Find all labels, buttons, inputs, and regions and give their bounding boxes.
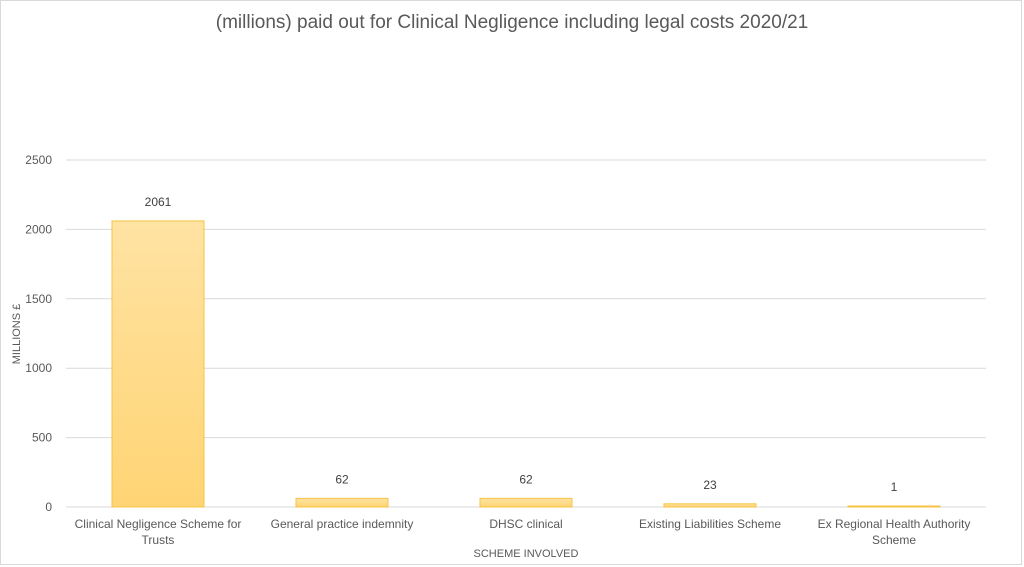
chart-title: (millions) paid out for Clinical Neglige… [215, 12, 809, 33]
x-axis-categories: Clinical Negligence Scheme for Trusts Gene… [75, 517, 971, 547]
bar [847, 505, 941, 508]
gridlines [66, 159, 986, 508]
data-label: 23 [703, 478, 717, 492]
y-tick-label: 2500 [25, 153, 52, 167]
data-label: 1 [891, 480, 898, 494]
x-category-label: Ex Regional Health Authority Scheme [818, 517, 971, 547]
y-tick-label: 1500 [25, 292, 52, 306]
y-tick-label: 0 [45, 500, 52, 514]
x-category-label: Existing Liabilities Scheme [639, 517, 781, 531]
x-axis-title: SCHEME INVOLVED [474, 548, 579, 560]
bar [663, 503, 757, 508]
y-tick-label: 2000 [25, 222, 52, 236]
data-label: 2061 [145, 195, 172, 209]
x-category-label: Clinical Negligence Scheme for Trusts [75, 517, 242, 547]
y-axis-title: MILLIONS £ [11, 304, 23, 365]
data-label: 62 [519, 472, 533, 486]
bar [295, 497, 389, 508]
y-tick-label: 1000 [25, 361, 52, 375]
bar [111, 220, 205, 508]
bar [479, 497, 573, 508]
y-axis-ticks: 0 500 1000 1500 2000 2500 [25, 153, 52, 514]
x-category-label: DHSC clinical [489, 517, 562, 531]
data-label: 62 [335, 472, 349, 486]
bars [111, 220, 941, 508]
data-labels: 2061 62 62 23 1 [145, 195, 898, 494]
y-tick-label: 500 [32, 431, 52, 445]
x-category-label: General practice indemnity [271, 517, 414, 531]
